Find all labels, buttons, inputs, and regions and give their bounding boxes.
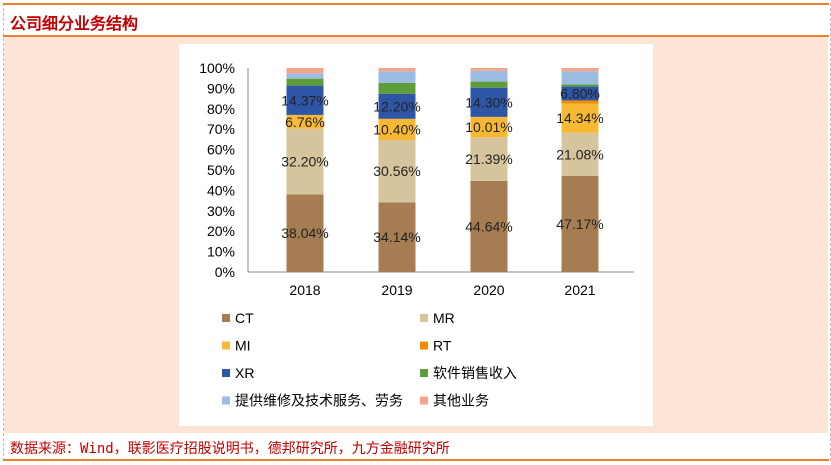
y-tick-label: 10% — [207, 244, 235, 260]
bar-segment-提供维修及技术服务、劳务 — [378, 71, 416, 83]
data-label: 44.64% — [465, 218, 512, 234]
y-tick-label: 70% — [207, 121, 235, 137]
bottom-divider — [3, 459, 829, 461]
data-label: 21.08% — [556, 146, 603, 162]
bar-segment-CT — [470, 180, 508, 272]
bar-segment-软件销售收入 — [470, 81, 508, 88]
top-divider — [3, 3, 829, 5]
y-tick-label: 50% — [207, 162, 235, 178]
legend-label: MR — [433, 310, 455, 326]
data-label: 30.56% — [373, 163, 420, 179]
y-tick-label: 90% — [207, 80, 235, 96]
legend-label: MI — [235, 338, 251, 354]
bar-segment-提供维修及技术服务、劳务 — [286, 73, 324, 79]
y-tick-label: 20% — [207, 223, 235, 239]
legend-swatch — [222, 314, 230, 322]
legend-label: RT — [433, 338, 452, 354]
bar-segment-CT — [378, 202, 416, 272]
legend-label: XR — [235, 365, 254, 381]
bar-segment-XR — [561, 86, 599, 101]
x-tick-label: 2020 — [473, 282, 504, 298]
bar-segment-MR — [470, 137, 508, 181]
data-label: 14.34% — [556, 110, 603, 126]
bar-segment-MI — [561, 103, 599, 133]
bar-segment-其他业务 — [378, 68, 416, 72]
bar-segment-提供维修及技术服务、劳务 — [470, 70, 508, 82]
legend-swatch — [420, 341, 428, 350]
bar-segment-其他业务 — [470, 68, 508, 71]
y-tick-label: 60% — [207, 142, 235, 158]
legend-swatch — [420, 314, 428, 322]
data-label: 47.17% — [556, 216, 603, 232]
legend-swatch — [222, 341, 230, 350]
bar-segment-软件销售收入 — [378, 82, 416, 94]
bar-segment-XR — [470, 87, 508, 117]
bar-segment-MR — [286, 128, 324, 195]
legend-label: 提供维修及技术服务、劳务 — [235, 393, 403, 409]
data-label: 10.40% — [373, 121, 420, 137]
y-tick-label: 100% — [199, 60, 235, 76]
data-label: 21.39% — [465, 151, 512, 167]
bar-segment-CT — [286, 194, 324, 272]
data-label: 12.20% — [373, 98, 420, 114]
stacked-bar-chart: 0% 10% 20% 30% 40% 50% 60% 70% 80% 90% 100% 38.04% 3… — [199, 60, 634, 409]
bar-segment-XR — [378, 93, 416, 119]
x-tick-label: 2018 — [289, 282, 320, 298]
legend-swatch — [222, 396, 230, 405]
data-label: 6.80% — [560, 86, 600, 102]
bar-segment-MI — [470, 116, 508, 138]
legend-swatch — [420, 396, 428, 405]
bar-segment-CT — [561, 175, 599, 272]
bar-segment-MI — [286, 114, 324, 129]
legend-swatch — [222, 369, 230, 377]
bar-segment-RT — [561, 100, 599, 104]
bar-segment-软件销售收入 — [286, 78, 324, 86]
x-tick-label: 2021 — [564, 282, 595, 298]
y-tick-label: 30% — [207, 203, 235, 219]
data-label: 6.76% — [285, 114, 325, 130]
data-label: 32.20% — [281, 154, 328, 170]
bar-segment-其他业务 — [286, 68, 324, 74]
chart-panel: 0% 10% 20% 30% 40% 50% 60% 70% 80% 90% 100% 38.04% 3… — [179, 44, 653, 426]
legend-label: 其他业务 — [433, 393, 489, 409]
bar-segment-MI — [378, 118, 416, 141]
bar-segment-软件销售收入 — [561, 84, 599, 87]
legend-swatch — [420, 369, 428, 377]
source-note: 数据来源：Wind，联影医疗招股说明书，德邦研究所，九方金融研究所 — [10, 441, 450, 457]
y-tick-label: 80% — [207, 101, 235, 117]
bar-segment-MR — [378, 140, 416, 203]
legend-label: 软件销售收入 — [433, 365, 517, 381]
bar-segment-其他业务 — [561, 68, 599, 72]
y-tick-label: 40% — [207, 182, 235, 198]
data-label: 14.30% — [465, 94, 512, 110]
bar-segment-XR — [286, 85, 324, 115]
section-title: 公司细分业务结构 — [10, 14, 139, 33]
y-tick-label: 0% — [215, 264, 235, 280]
data-label: 34.14% — [373, 229, 420, 245]
bar-segment-提供维修及技术服务、劳务 — [561, 71, 599, 85]
data-label: 10.01% — [465, 119, 512, 135]
data-label: 14.37% — [281, 92, 328, 108]
legend-label: CT — [235, 310, 254, 326]
x-tick-label: 2019 — [381, 282, 412, 298]
title-divider — [3, 35, 829, 37]
data-label: 38.04% — [281, 225, 328, 241]
bar-segment-MR — [561, 132, 599, 176]
